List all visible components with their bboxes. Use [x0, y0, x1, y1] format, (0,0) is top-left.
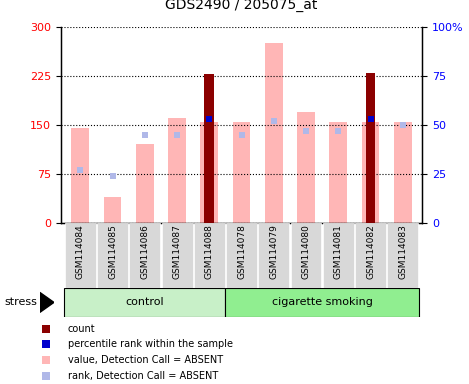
Text: GSM114082: GSM114082: [366, 224, 375, 279]
FancyBboxPatch shape: [323, 223, 354, 288]
Text: cigarette smoking: cigarette smoking: [272, 297, 372, 308]
Text: GSM114087: GSM114087: [173, 224, 182, 279]
Text: GSM114084: GSM114084: [76, 224, 85, 279]
Text: GSM114085: GSM114085: [108, 224, 117, 279]
Bar: [136, 144, 154, 223]
Bar: [265, 43, 283, 223]
Bar: [71, 128, 89, 223]
Bar: [226, 288, 419, 317]
Text: GSM114079: GSM114079: [269, 224, 278, 279]
Bar: [366, 73, 375, 223]
Bar: [362, 121, 379, 223]
FancyBboxPatch shape: [258, 223, 289, 288]
FancyBboxPatch shape: [161, 223, 193, 288]
FancyBboxPatch shape: [194, 223, 225, 288]
Bar: [329, 121, 347, 223]
Text: GSM114088: GSM114088: [205, 224, 214, 279]
Bar: [233, 121, 250, 223]
Text: control: control: [126, 297, 164, 308]
Text: count: count: [68, 324, 96, 334]
Bar: [104, 197, 121, 223]
FancyBboxPatch shape: [226, 223, 257, 288]
Text: value, Detection Call = ABSENT: value, Detection Call = ABSENT: [68, 355, 223, 365]
Bar: [394, 121, 412, 223]
Text: stress: stress: [5, 297, 38, 308]
Polygon shape: [40, 293, 54, 313]
Bar: [297, 112, 315, 223]
FancyBboxPatch shape: [97, 223, 128, 288]
FancyBboxPatch shape: [290, 223, 321, 288]
FancyBboxPatch shape: [129, 223, 160, 288]
Text: GSM114081: GSM114081: [334, 224, 343, 279]
Text: GDS2490 / 205075_at: GDS2490 / 205075_at: [166, 0, 318, 12]
FancyBboxPatch shape: [65, 223, 96, 288]
Text: GSM114080: GSM114080: [302, 224, 310, 279]
FancyBboxPatch shape: [355, 223, 386, 288]
Bar: [204, 74, 214, 223]
Text: GSM114086: GSM114086: [140, 224, 149, 279]
Bar: [168, 118, 186, 223]
Text: rank, Detection Call = ABSENT: rank, Detection Call = ABSENT: [68, 371, 218, 381]
Text: GSM114083: GSM114083: [398, 224, 407, 279]
Text: percentile rank within the sample: percentile rank within the sample: [68, 339, 233, 349]
Bar: [64, 288, 226, 317]
Bar: [200, 121, 218, 223]
Text: GSM114078: GSM114078: [237, 224, 246, 279]
FancyBboxPatch shape: [387, 223, 418, 288]
